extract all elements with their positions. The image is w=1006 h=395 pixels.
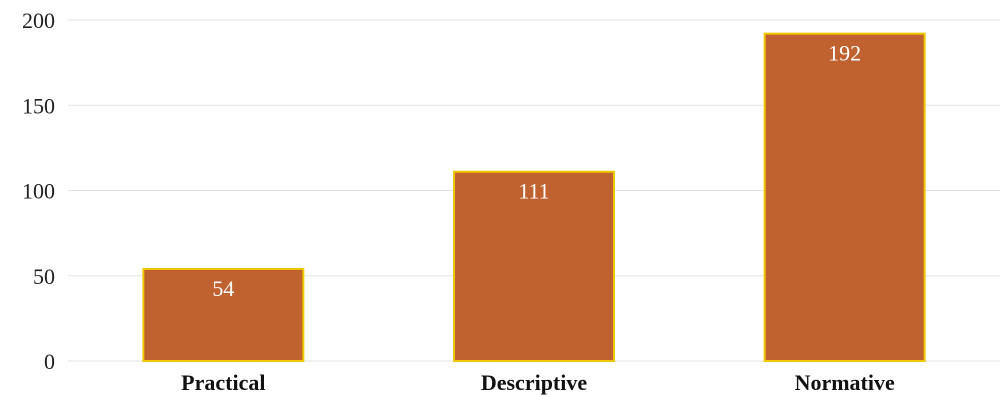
bar-normative: [763, 32, 926, 362]
data-labels: 54 111 192: [212, 41, 861, 301]
y-tick-label: 0: [44, 349, 55, 374]
y-axis-ticks: 0 50 100 150 200: [22, 8, 55, 374]
x-category-label: Descriptive: [481, 370, 588, 395]
bars: [142, 32, 926, 362]
bar-practical: [142, 267, 305, 362]
x-category-label: Practical: [181, 370, 265, 395]
y-tick-label: 150: [22, 93, 55, 118]
x-axis-categories: Practical Descriptive Normative: [181, 370, 895, 395]
data-label: 192: [828, 41, 861, 66]
bar-descriptive: [453, 170, 615, 362]
y-tick-label: 50: [33, 264, 55, 289]
y-tick-label: 200: [22, 8, 55, 33]
x-category-label: Normative: [795, 370, 895, 395]
y-tick-label: 100: [22, 179, 55, 204]
data-label: 54: [212, 276, 234, 301]
data-label: 111: [518, 179, 549, 204]
